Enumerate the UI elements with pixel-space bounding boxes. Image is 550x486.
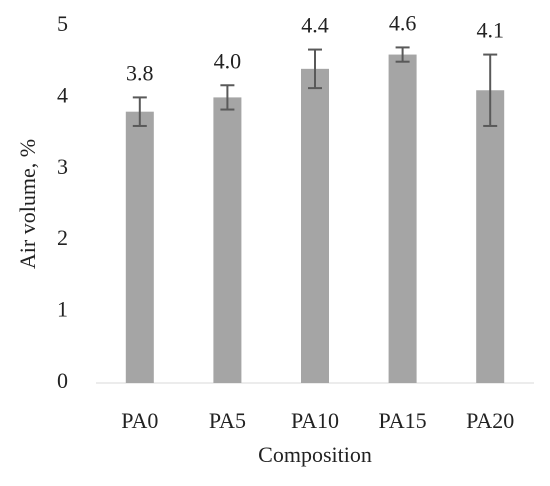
y-tick-label: 1	[57, 297, 68, 322]
data-label: 4.1	[476, 18, 504, 43]
bar	[388, 54, 417, 384]
data-label: 4.4	[301, 13, 329, 38]
x-tick-label: PA20	[466, 408, 514, 433]
x-tick-label: PA0	[121, 408, 158, 433]
bar	[301, 68, 329, 383]
y-tick-label: 4	[57, 82, 68, 107]
x-tick-label: PA15	[379, 408, 427, 433]
y-tick-label: 3	[57, 154, 68, 179]
y-tick-label: 0	[57, 368, 68, 393]
y-tick-label: 5	[57, 11, 68, 36]
bar	[476, 90, 505, 383]
data-label: 4.6	[389, 10, 417, 35]
bar	[213, 97, 242, 384]
x-tick-label: PA5	[209, 408, 246, 433]
data-label: 4.0	[214, 48, 242, 73]
x-axis-label: Composition	[258, 442, 372, 467]
y-tick-label: 2	[57, 225, 68, 250]
y-axis-label: Air volume, %	[15, 139, 40, 269]
data-label: 3.8	[126, 60, 154, 85]
bar	[125, 111, 154, 384]
x-tick-label: PA10	[291, 408, 339, 433]
